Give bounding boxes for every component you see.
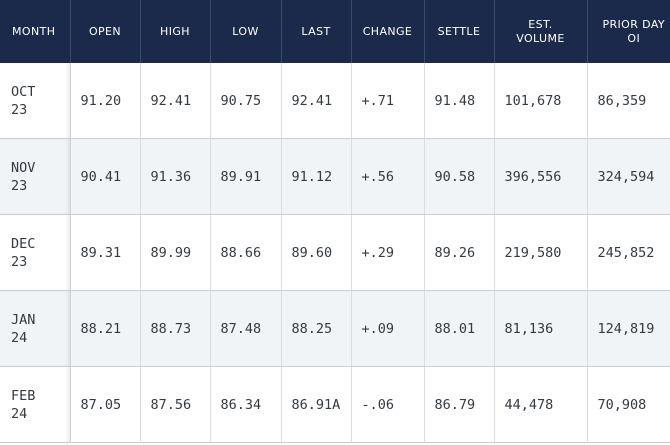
cell-settle: 90.58 [424,138,495,215]
cell-open: 91.20 [70,63,141,139]
cell-open: 88.21 [70,290,141,367]
cell-volume: 81,136 [494,290,588,367]
cell-prior-oi: 324,594 [587,138,670,215]
cell-last: 86.91A [281,366,352,443]
cell-high: 88.73 [140,290,211,367]
cell-low: 86.34 [210,366,282,443]
cell-high: 89.99 [140,214,211,291]
column-header-settle: SETTLE [424,0,495,63]
cell-low: 90.75 [210,63,282,139]
cell-high: 91.36 [140,138,211,215]
cell-low: 88.66 [210,214,282,291]
column-header-open: OPEN [70,0,141,63]
cell-change: -.06 [351,366,425,443]
cell-last: 89.60 [281,214,352,291]
cell-volume: 101,678 [494,63,588,139]
cell-prior-oi: 70,908 [587,366,670,443]
cell-settle: 89.26 [424,214,495,291]
cell-month: DEC 23 [0,214,71,291]
cell-volume: 44,478 [494,366,588,443]
column-header-high: HIGH [140,0,211,63]
table-row: NOV 23 90.41 91.36 89.91 91.12 +.56 90.58… [0,138,670,215]
cell-low: 89.91 [210,138,282,215]
cell-prior-oi: 86,359 [587,63,670,139]
cell-month: OCT 23 [0,63,71,139]
cell-month: JAN 24 [0,290,71,367]
column-header-month: MONTH [0,0,71,63]
cell-prior-oi: 124,819 [587,290,670,367]
table-row: DEC 23 89.31 89.99 88.66 89.60 +.29 89.26… [0,214,670,291]
cell-change: +.29 [351,214,425,291]
cell-prior-oi: 245,852 [587,214,670,291]
table-row: JAN 24 88.21 88.73 87.48 88.25 +.09 88.01… [0,290,670,367]
column-header-change: CHANGE [351,0,425,63]
cell-change: +.71 [351,63,425,139]
column-header-prior-day-oi: PRIOR DAY OI [587,0,670,63]
cell-volume: 396,556 [494,138,588,215]
cell-change: +.09 [351,290,425,367]
cell-high: 92.41 [140,63,211,139]
cell-settle: 91.48 [424,63,495,139]
cell-month: FEB 24 [0,366,71,443]
table-row: FEB 24 87.05 87.56 86.34 86.91A -.06 86.7… [0,366,670,443]
cell-month: NOV 23 [0,138,71,215]
cell-low: 87.48 [210,290,282,367]
cell-open: 90.41 [70,138,141,215]
cell-last: 91.12 [281,138,352,215]
header-row: MONTH OPEN HIGH LOW LAST CHANGE SETTLE E… [0,0,670,63]
cell-high: 87.56 [140,366,211,443]
table-row: OCT 23 91.20 92.41 90.75 92.41 +.71 91.48… [0,63,670,139]
cell-settle: 86.79 [424,366,495,443]
cell-open: 87.05 [70,366,141,443]
cell-change: +.56 [351,138,425,215]
column-header-last: LAST [281,0,352,63]
cell-last: 88.25 [281,290,352,367]
cell-open: 89.31 [70,214,141,291]
column-header-est-volume: EST. VOLUME [494,0,588,63]
cell-settle: 88.01 [424,290,495,367]
cell-last: 92.41 [281,63,352,139]
column-header-low: LOW [210,0,282,63]
cell-volume: 219,580 [494,214,588,291]
